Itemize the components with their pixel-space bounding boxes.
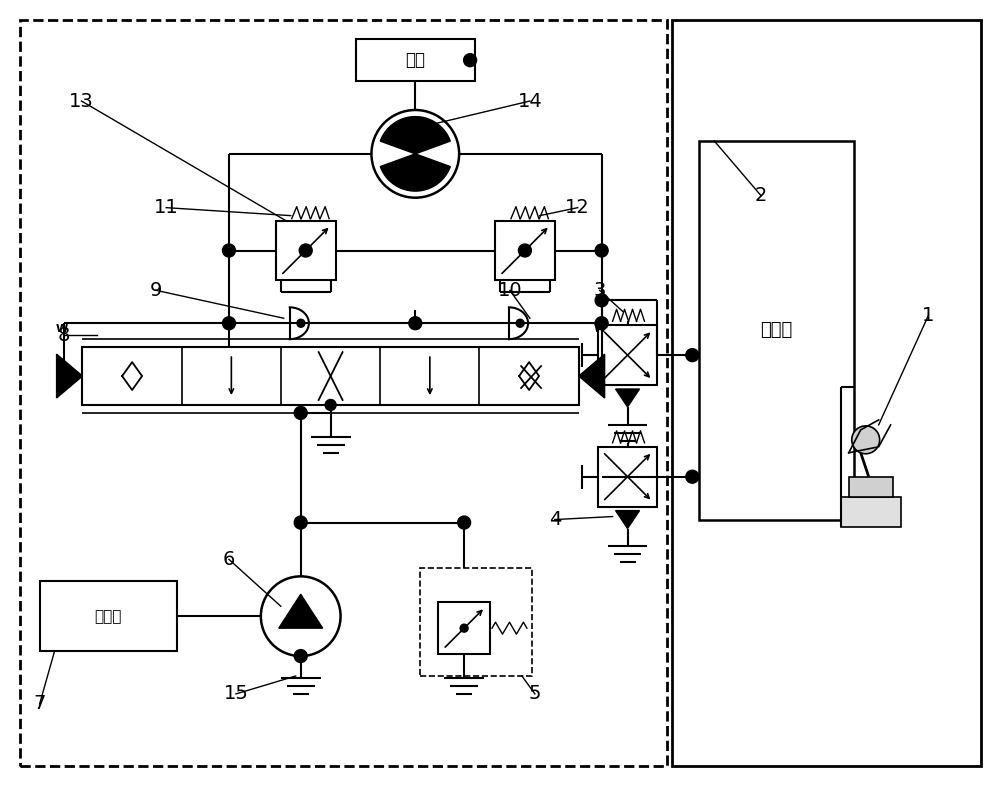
Text: 7: 7 <box>33 695 46 714</box>
Circle shape <box>297 319 305 327</box>
Circle shape <box>222 244 235 257</box>
Circle shape <box>409 317 422 330</box>
Bar <box>356 39 475 81</box>
Text: 15: 15 <box>224 685 248 703</box>
Bar <box>699 141 854 520</box>
Text: 6: 6 <box>223 550 235 569</box>
Text: W: W <box>55 324 68 334</box>
Polygon shape <box>380 117 450 154</box>
Polygon shape <box>57 354 82 398</box>
Text: 5: 5 <box>529 685 541 703</box>
Circle shape <box>686 349 699 362</box>
Circle shape <box>852 426 880 454</box>
Text: 发动机: 发动机 <box>95 608 122 624</box>
Circle shape <box>595 244 608 257</box>
Circle shape <box>325 400 336 411</box>
Bar <box>495 221 555 280</box>
Polygon shape <box>380 154 450 191</box>
Bar <box>672 20 981 765</box>
Text: 8: 8 <box>57 326 70 345</box>
Text: 12: 12 <box>565 198 590 217</box>
Bar <box>841 497 901 527</box>
Bar <box>849 476 893 497</box>
Circle shape <box>294 649 307 663</box>
Bar <box>82 347 579 405</box>
Circle shape <box>464 53 477 67</box>
Circle shape <box>222 317 235 330</box>
Circle shape <box>460 624 468 632</box>
Polygon shape <box>279 594 323 628</box>
Polygon shape <box>579 354 605 398</box>
Bar <box>438 602 490 654</box>
Bar <box>598 447 657 506</box>
Text: 2: 2 <box>755 186 767 205</box>
Text: 14: 14 <box>518 92 542 111</box>
Circle shape <box>686 470 699 484</box>
Text: W: W <box>594 324 606 334</box>
Text: 9: 9 <box>150 281 162 300</box>
Circle shape <box>294 407 307 419</box>
Circle shape <box>299 244 312 257</box>
Text: 13: 13 <box>69 92 94 111</box>
Text: 4: 4 <box>549 510 561 529</box>
Text: 10: 10 <box>498 281 522 300</box>
Polygon shape <box>616 389 640 407</box>
Circle shape <box>595 294 608 307</box>
Text: 1: 1 <box>922 306 935 325</box>
Circle shape <box>458 516 471 529</box>
Circle shape <box>294 516 307 529</box>
Bar <box>40 582 177 651</box>
Bar <box>598 325 657 385</box>
Bar <box>20 20 667 765</box>
Circle shape <box>516 319 524 327</box>
Text: 负载: 负载 <box>405 51 425 69</box>
Text: 控制器: 控制器 <box>760 321 793 339</box>
Circle shape <box>595 317 608 330</box>
Text: 3: 3 <box>593 281 606 300</box>
Text: 11: 11 <box>154 198 179 217</box>
Circle shape <box>518 244 531 257</box>
Bar <box>276 221 336 280</box>
Bar <box>420 568 532 676</box>
Circle shape <box>371 110 459 198</box>
Polygon shape <box>616 510 640 528</box>
Circle shape <box>261 576 341 656</box>
